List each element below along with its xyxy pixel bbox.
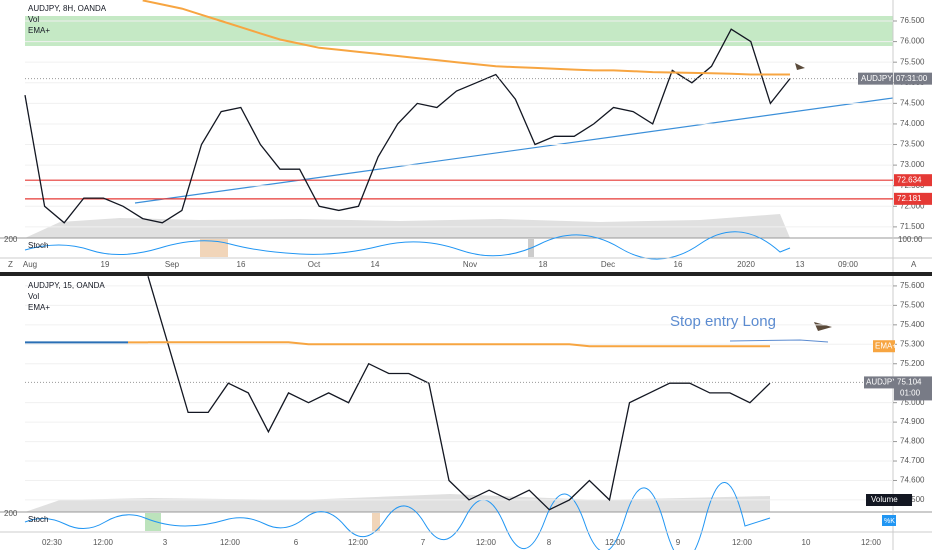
x-tick-label: 7 xyxy=(421,538,426,547)
x-tick-label: 12:00 xyxy=(93,538,114,547)
x-tick-label: 12:00 xyxy=(605,538,626,547)
symbol-badge-text: AUDJPY xyxy=(861,74,893,83)
panel-divider xyxy=(0,272,932,276)
x-tick-label: Oct xyxy=(308,260,321,269)
panel-title: AUDJPY, 8H, OANDA xyxy=(28,4,107,13)
price-line xyxy=(147,276,771,511)
stoch-zone xyxy=(372,513,380,531)
y-tick-label: 71.500 xyxy=(900,222,925,231)
x-tick-label: 10 xyxy=(802,538,811,547)
x-tick-label: 09:00 xyxy=(838,260,859,269)
x-tick-label: 2020 xyxy=(737,260,755,269)
stop-line xyxy=(729,339,829,343)
chart-marks: 71.50072.00072.50073.00073.50074.00074.5… xyxy=(4,0,932,547)
y-tick-label: 75.400 xyxy=(900,320,925,329)
x-tick-label: 18 xyxy=(539,260,548,269)
x-tick-label: 14 xyxy=(371,260,380,269)
stoch-scale: 200 xyxy=(4,509,18,518)
corner-label: A xyxy=(911,260,917,269)
x-tick-label: 02:30 xyxy=(42,538,63,547)
stoch-zone xyxy=(145,513,161,531)
x-tick-label: 16 xyxy=(237,260,246,269)
stoch-line xyxy=(24,482,771,550)
x-tick-label: Nov xyxy=(463,260,477,269)
ema-line xyxy=(142,0,790,76)
x-tick-label: Aug xyxy=(23,260,37,269)
y-tick-label: 76.000 xyxy=(900,37,925,46)
x-tick-label: 12:00 xyxy=(220,538,241,547)
legend-entry: EMA+ xyxy=(28,303,50,312)
x-tick-label: 12:00 xyxy=(861,538,882,547)
panel-title: AUDJPY, 15, OANDA xyxy=(28,281,105,290)
stoch-scale: 200 xyxy=(4,235,18,244)
x-tick-label: 13 xyxy=(796,260,805,269)
y-tick-label: 75.500 xyxy=(900,300,925,309)
y-tick-label: 76.500 xyxy=(900,16,925,25)
ema-badge xyxy=(873,340,895,353)
legend-entry: EMA+ xyxy=(28,26,50,35)
price-badge xyxy=(894,376,932,401)
time-badge xyxy=(894,72,932,85)
volume-badge-text: Volume xyxy=(871,495,898,504)
volume-area xyxy=(25,214,790,238)
x-tick-label: 3 xyxy=(163,538,168,547)
arrow-marker xyxy=(814,322,832,331)
volume-label: Vol xyxy=(28,292,39,301)
ema-line xyxy=(148,341,770,348)
level-label: 72.634 xyxy=(897,175,922,184)
x-tick-label: 12:00 xyxy=(732,538,753,547)
level-badge xyxy=(894,192,932,205)
stoch-badge xyxy=(882,515,896,526)
stoch-tick: 100.00 xyxy=(898,235,923,244)
x-tick-label: Sep xyxy=(165,260,180,269)
y-tick-label: 72.000 xyxy=(900,201,925,210)
x-tick-label: 6 xyxy=(294,538,299,547)
price-badge-text: 75.104 xyxy=(897,378,922,387)
y-tick-label: 75.600 xyxy=(900,281,925,290)
annotation: Stop entry Long xyxy=(670,313,776,330)
stoch-zone xyxy=(200,239,228,257)
symbol-badge xyxy=(864,376,894,389)
y-tick-label: 73.500 xyxy=(900,140,925,149)
x-tick-label: 12:00 xyxy=(476,538,497,547)
y-tick-label: 74.700 xyxy=(900,456,925,465)
y-tick-label: 74.500 xyxy=(900,98,925,107)
time-badge-text: 07:31:00 xyxy=(896,74,928,83)
y-tick-label: 74.000 xyxy=(900,119,925,128)
x-tick-label: 9 xyxy=(676,538,681,547)
y-tick-label: 74.500 xyxy=(900,495,925,504)
stoch-label: Stoch xyxy=(28,241,48,250)
y-tick-label: 74.600 xyxy=(900,476,925,485)
y-tick-label: 75.000 xyxy=(900,398,925,407)
level-badge xyxy=(894,174,932,187)
x-tick-label: 16 xyxy=(674,260,683,269)
stoch-badge-text: %K xyxy=(884,518,895,525)
y-tick-label: 74.900 xyxy=(900,417,925,426)
y-tick-label: 75.500 xyxy=(900,57,925,66)
arrow-marker xyxy=(795,63,805,70)
symbol-badge xyxy=(858,72,893,85)
level-label: 72.181 xyxy=(897,194,922,203)
y-tick-label: 73.000 xyxy=(900,160,925,169)
x-tick-label: 12:00 xyxy=(348,538,369,547)
stoch-line xyxy=(24,231,791,260)
volume-area xyxy=(25,494,770,512)
volume-label: Vol xyxy=(28,15,39,24)
symbol-badge-text: AUDJPY xyxy=(866,378,898,387)
y-tick-label: 74.800 xyxy=(900,437,925,446)
stoch-label: Stoch xyxy=(28,515,48,524)
price-line xyxy=(24,28,791,224)
corner-label: Z xyxy=(8,260,13,269)
x-tick-label: Dec xyxy=(601,260,615,269)
ema-badge-text: EMA+ xyxy=(875,341,897,350)
x-tick-label: 19 xyxy=(101,260,110,269)
volume-badge xyxy=(866,494,912,506)
y-tick-label: 75.300 xyxy=(900,339,925,348)
x-tick-label: 8 xyxy=(547,538,552,547)
time-badge-text: 01:00 xyxy=(900,389,921,398)
y-tick-label: 75.200 xyxy=(900,359,925,368)
